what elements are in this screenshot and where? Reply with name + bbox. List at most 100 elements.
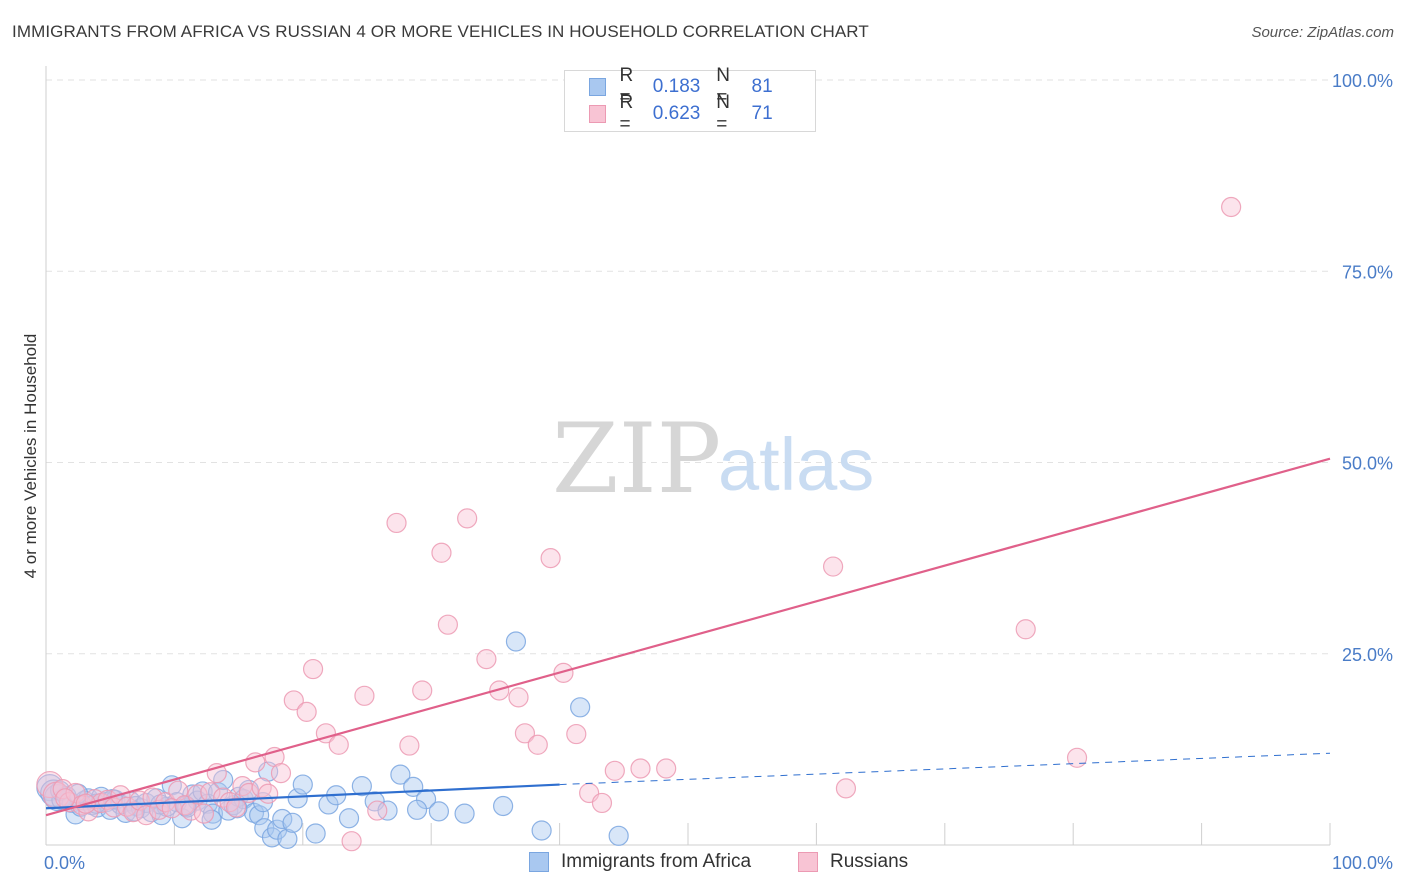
point-russians [540,548,561,569]
point-russians [566,723,587,745]
legend-label-russians: Russians [830,851,909,872]
point-russians [116,796,137,817]
point-africa [249,805,270,826]
point-russians [835,778,857,799]
legend-row-africa: R = 0.183 N = 81 [589,65,815,108]
point-russians [476,649,497,670]
point-africa [406,799,428,820]
point-russians [258,783,279,804]
legend-r-label: R = [619,92,634,135]
point-africa [428,801,450,822]
point-russians [604,760,625,781]
point-russians [412,680,433,701]
point-russians [489,680,510,701]
point-russians [508,687,529,708]
point-russians [1221,196,1242,218]
point-russians [55,788,76,809]
legend-r-value: 0.183 [652,76,701,97]
legend-n-value: 81 [751,76,773,97]
axes [45,66,1331,846]
y-tick-label: 50.0% [1342,454,1393,474]
point-russians [283,690,304,711]
point-russians [136,805,157,826]
data-points [36,196,1242,852]
point-russians [367,800,388,821]
point-africa [505,631,527,652]
point-russians [527,734,548,755]
point-russians [187,784,208,805]
point-russians [656,758,677,779]
point-russians [431,542,452,563]
point-russians [399,735,420,756]
point-africa [292,774,313,795]
point-africa [305,823,326,844]
legend-r-value: 0.623 [652,103,701,124]
y-tick-label: 25.0% [1342,645,1393,665]
trend-lines [45,457,1331,817]
legend-item-russians[interactable]: Russians [798,851,908,873]
point-russians [822,556,844,577]
point-africa [277,828,298,849]
point-russians [437,614,458,635]
trend-line-russians [45,457,1331,817]
watermark-atlas: atlas [718,423,874,506]
trend-line-africa [45,783,560,810]
chart-title: IMMIGRANTS FROM AFRICA VS RUSSIAN 4 OR M… [12,22,869,41]
point-africa [454,803,475,824]
point-russians [553,662,574,683]
legend-swatch-africa [589,78,606,96]
legend-row-russians: R = 0.623 N = 71 [589,92,815,135]
legend-swatch-africa [529,852,549,872]
point-russians [296,701,317,722]
point-russians [354,685,375,706]
point-africa [377,800,398,821]
watermark: ZIP atlas [552,403,874,515]
legend-n-value: 71 [751,103,773,124]
point-africa [282,812,303,833]
tick-labels: 25.0% 50.0% 75.0% 100.0% 0.0% 100.0% [44,71,1393,873]
point-africa [570,697,591,718]
source-credit: Source: ZipAtlas.com [1251,24,1394,41]
point-russians [123,802,144,823]
point-russians [630,758,651,779]
legend-swatch-russians [798,852,818,872]
point-africa [338,808,360,829]
point-russians [341,831,362,852]
point-russians [193,803,215,824]
trend-line-africa-projected [559,752,1331,786]
point-africa [351,775,372,797]
legend-n-label: N = [716,65,730,108]
grid-lines [46,79,1330,655]
point-russians [1066,747,1088,768]
point-africa [272,808,293,830]
legend-r-label: R = [619,65,634,108]
watermark-zip: ZIP [552,403,721,515]
point-russians [514,723,536,744]
point-russians [302,658,324,680]
point-russians [219,792,240,813]
point-africa [531,820,552,841]
legend-swatch-russians [589,105,606,123]
point-russians [1015,619,1036,640]
legend-n-label: N = [716,92,730,135]
point-africa [493,795,514,817]
point-africa [608,825,629,846]
y-tick-label: 100.0% [1332,71,1393,91]
point-russians [386,512,407,534]
legend-top: R = 0.183 N = 81 R = 0.623 N = 71 [564,65,816,135]
legend-label-africa: Immigrants from Africa [561,851,752,872]
point-russians [251,777,272,798]
point-russians [65,782,86,804]
point-africa [390,764,411,785]
legend-item-africa[interactable]: Immigrants from Africa [529,851,751,873]
x-tick-label: 100.0% [1332,853,1393,873]
point-russians [225,797,247,818]
x-tick-label: 0.0% [44,853,85,873]
point-russians [457,508,478,529]
y-tick-label: 75.0% [1342,262,1393,282]
point-russians [270,762,292,784]
point-russians [591,792,613,814]
point-russians [328,734,349,755]
y-axis-label: 4 or more Vehicles in Household [21,334,40,579]
